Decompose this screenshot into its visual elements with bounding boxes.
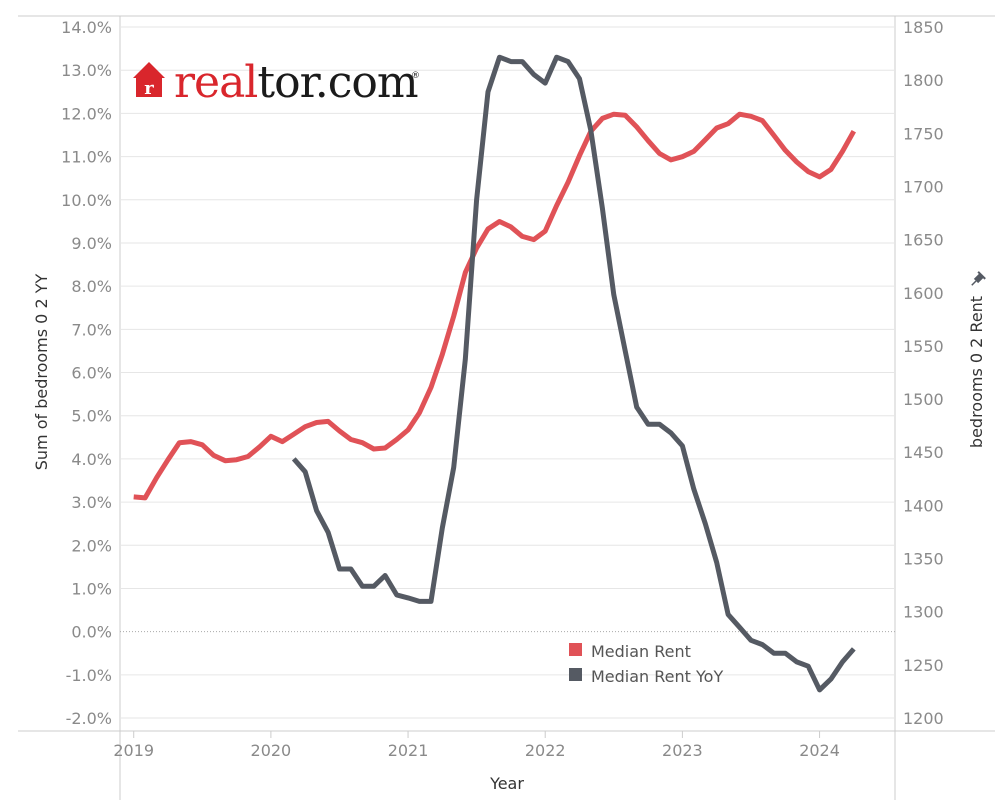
x-tick-label: 2023 <box>662 741 703 760</box>
median-rent-yoy-line <box>291 54 856 693</box>
left-tick-label: 1.0% <box>71 579 112 598</box>
right-tick-label: 1450 <box>903 443 944 462</box>
chart-frame <box>18 15 995 800</box>
series-lines <box>133 54 856 693</box>
legend: Median Rent Median Rent YoY <box>569 642 723 686</box>
left-tick-label: 5.0% <box>71 407 112 426</box>
gridlines <box>120 26 895 719</box>
legend-swatch-rent <box>569 643 582 656</box>
right-tick-label: 1750 <box>903 124 944 143</box>
right-tick-label: 1250 <box>903 656 944 675</box>
left-axis-ticks: 14.0% 13.0% 12.0% 11.0% 10.0% 9.0% 8.0% 7.0% 6.0… <box>61 18 112 728</box>
right-tick-label: 1850 <box>903 18 944 37</box>
left-tick-label: 8.0% <box>71 277 112 296</box>
right-axis-title: bedrooms 0 2 Rent <box>967 296 986 448</box>
legend-label-yoy: Median Rent YoY <box>591 667 723 686</box>
logo-mark-letter: r <box>144 78 154 99</box>
house-icon: r <box>133 62 165 99</box>
x-axis-ticks: 2019 2020 2021 2022 2023 2024 <box>113 731 840 760</box>
realtor-logo: r realtor.com ® <box>133 57 420 108</box>
left-tick-label: 0.0% <box>71 623 112 642</box>
left-tick-label: 11.0% <box>61 148 112 167</box>
left-tick-label: 12.0% <box>61 104 112 123</box>
logo-trademark: ® <box>411 71 420 81</box>
x-tick-label: 2024 <box>799 741 840 760</box>
median-rent-line <box>133 111 856 501</box>
x-tick-label: 2021 <box>388 741 429 760</box>
x-axis-title: Year <box>489 774 524 793</box>
left-tick-label: 2.0% <box>71 536 112 555</box>
x-tick-label: 2020 <box>251 741 292 760</box>
right-tick-label: 1550 <box>903 337 944 356</box>
left-tick-label: 9.0% <box>71 234 112 253</box>
left-tick-label: 6.0% <box>71 364 112 383</box>
left-tick-label: 7.0% <box>71 320 112 339</box>
left-tick-label: 13.0% <box>61 61 112 80</box>
right-tick-label: 1800 <box>903 71 944 90</box>
left-tick-label: 3.0% <box>71 493 112 512</box>
right-tick-label: 1700 <box>903 177 944 196</box>
right-tick-label: 1350 <box>903 550 944 569</box>
legend-swatch-yoy <box>569 668 582 681</box>
right-tick-label: 1650 <box>903 231 944 250</box>
left-tick-label: -2.0% <box>66 709 112 728</box>
x-tick-label: 2022 <box>525 741 566 760</box>
right-tick-label: 1400 <box>903 496 944 515</box>
left-tick-label: 10.0% <box>61 191 112 210</box>
right-axis-ticks: 1850 1800 1750 1700 1650 1600 1550 1500 1450 1400… <box>903 18 944 728</box>
pin-icon[interactable] <box>968 271 986 289</box>
logo-wordmark: realtor.com <box>174 57 418 108</box>
x-tick-label: 2019 <box>113 741 154 760</box>
left-axis-title: Sum of bedrooms 0 2 YY <box>32 274 51 471</box>
right-tick-label: 1300 <box>903 603 944 622</box>
left-tick-label: 4.0% <box>71 450 112 469</box>
left-tick-label: 14.0% <box>61 18 112 37</box>
right-tick-label: 1500 <box>903 390 944 409</box>
left-tick-label: -1.0% <box>66 666 112 685</box>
right-tick-label: 1600 <box>903 284 944 303</box>
right-tick-label: 1200 <box>903 709 944 728</box>
legend-label-rent: Median Rent <box>591 642 691 661</box>
